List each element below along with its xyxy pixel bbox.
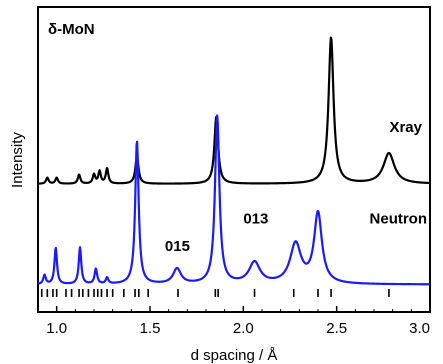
x-tick-label: 3.0 bbox=[409, 320, 430, 337]
y-axis-title: Intensity bbox=[9, 132, 26, 188]
series-line-neutron bbox=[37, 114, 431, 286]
series-label: Neutron bbox=[370, 211, 428, 228]
plot-frame bbox=[37, 6, 431, 313]
x-tick-label: 1.0 bbox=[46, 320, 67, 337]
x-tick-label: 2.0 bbox=[233, 320, 254, 337]
series-label: Xray bbox=[389, 119, 422, 136]
chart-title: δ-MoN bbox=[48, 21, 95, 38]
x-axis-title: d spacing / Å bbox=[191, 347, 278, 364]
series-line-xray bbox=[37, 36, 431, 185]
x-tick-label: 1.5 bbox=[140, 320, 161, 337]
peak-annotation: 013 bbox=[243, 211, 268, 228]
peak-annotation: 015 bbox=[165, 238, 190, 255]
x-tick-label: 2.5 bbox=[326, 320, 347, 337]
